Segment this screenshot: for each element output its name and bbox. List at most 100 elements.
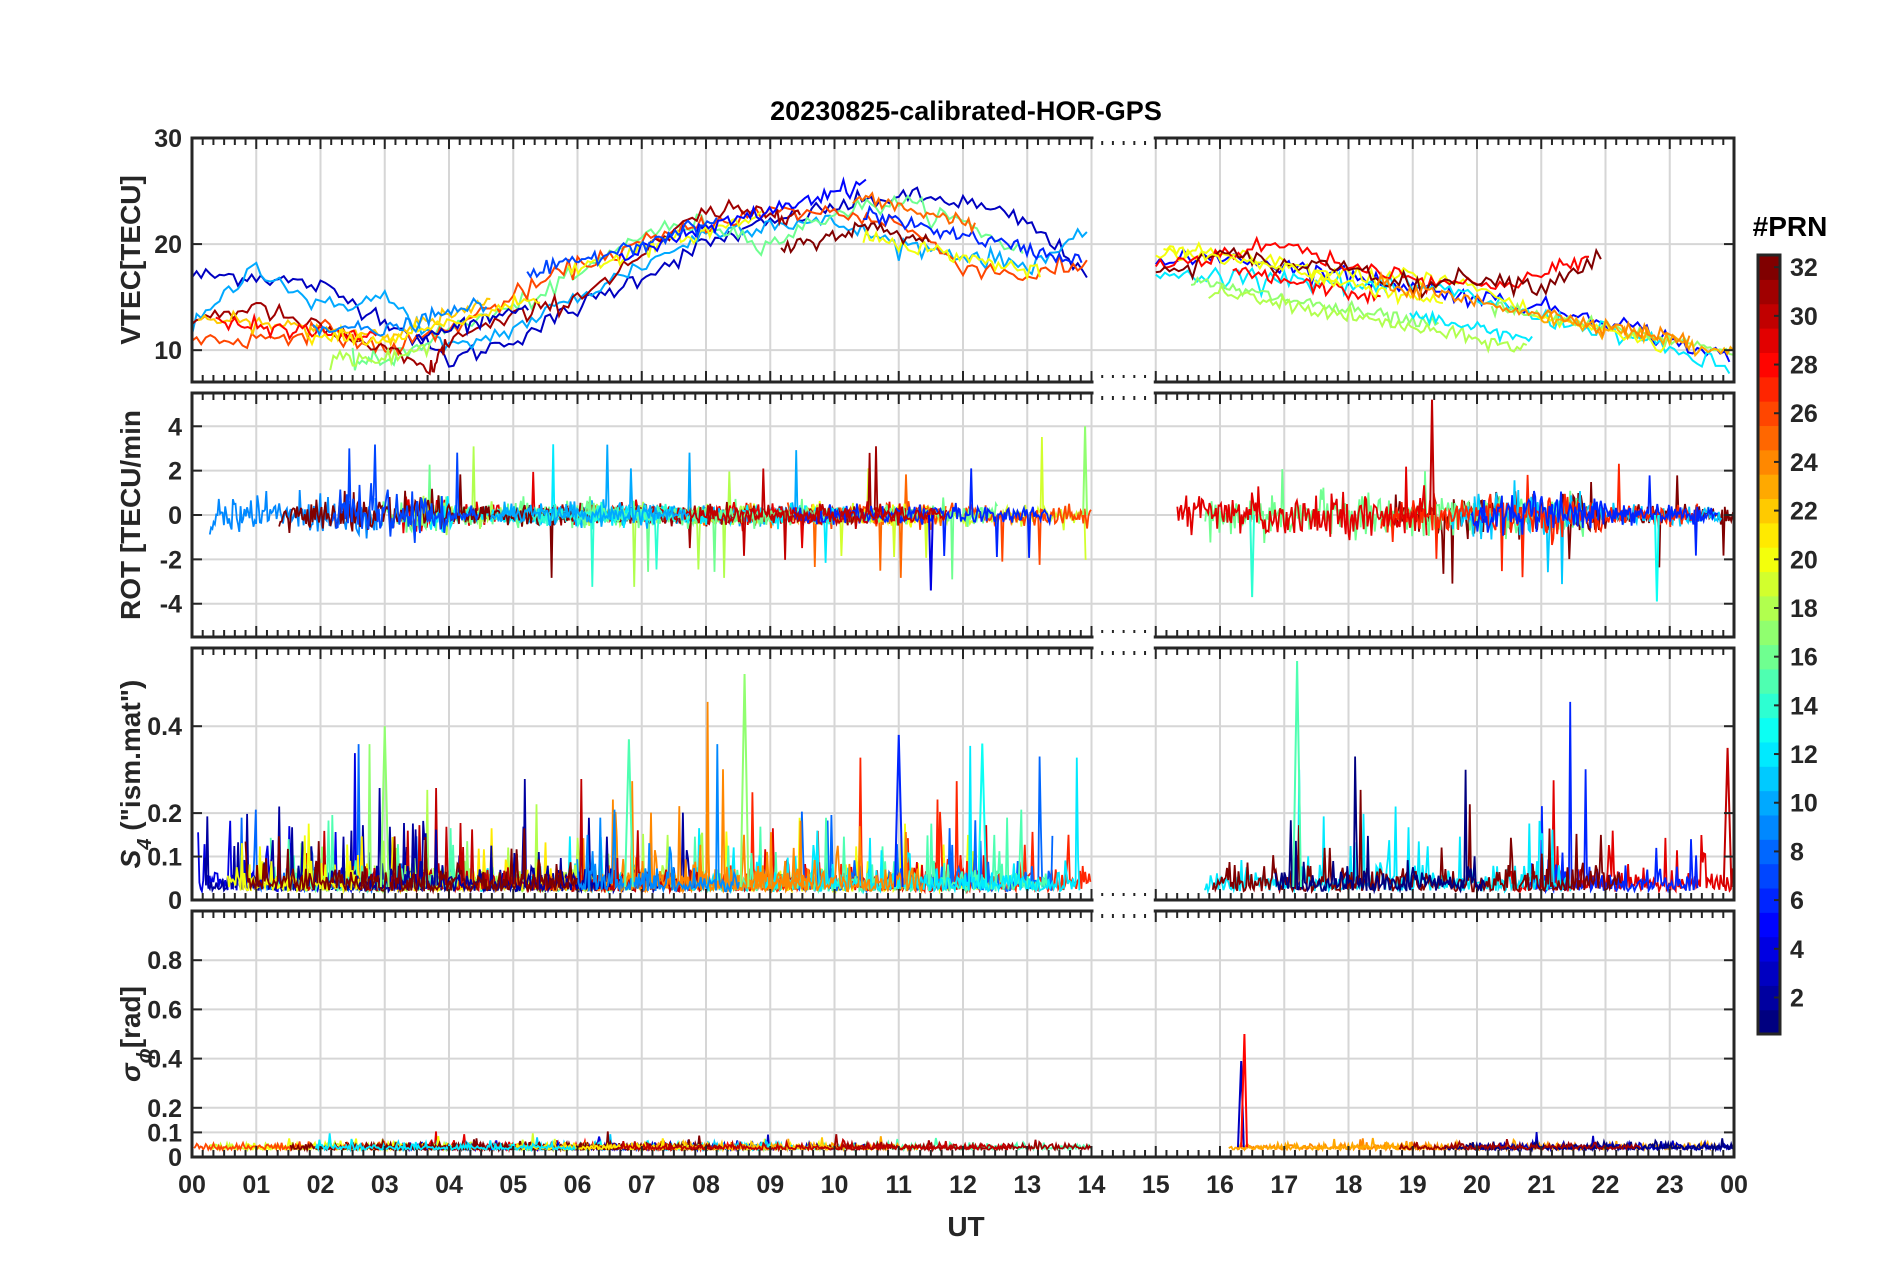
x-tick-label: 17 bbox=[1270, 1171, 1298, 1199]
sigphi-series-line bbox=[618, 1137, 1012, 1153]
vtec-series-line bbox=[852, 191, 976, 235]
y-axis-label: σϕ[rad] bbox=[115, 986, 156, 1082]
colorbar-swatch bbox=[1758, 449, 1780, 475]
colorbar-swatch bbox=[1758, 790, 1780, 816]
x-tick-label: 21 bbox=[1527, 1171, 1555, 1199]
gap-mask-top bbox=[1093, 908, 1154, 914]
colorbar-swatch bbox=[1758, 814, 1780, 840]
colorbar-swatch bbox=[1758, 1009, 1780, 1035]
gap-mask-top bbox=[1093, 645, 1154, 651]
y-tick-label: -4 bbox=[160, 591, 182, 619]
y-tick-label: -2 bbox=[160, 546, 182, 574]
colorbar-swatch bbox=[1758, 693, 1780, 719]
colorbar-swatch bbox=[1758, 303, 1780, 329]
vtec-series-line bbox=[1376, 271, 1691, 350]
vtec-series-line bbox=[526, 217, 718, 279]
rot-peak bbox=[1429, 399, 1435, 516]
colorbar-swatch bbox=[1758, 863, 1780, 889]
colorbar-tick-label: 16 bbox=[1790, 644, 1818, 672]
colorbar-swatch bbox=[1758, 668, 1780, 694]
vtec-series-line bbox=[862, 226, 1041, 281]
x-axis-label: UT bbox=[947, 1211, 984, 1242]
x-tick-label: 08 bbox=[692, 1171, 720, 1199]
vtec-series-line bbox=[1155, 266, 1731, 375]
y-tick-label: 0.1 bbox=[147, 1119, 182, 1147]
colorbar-swatch bbox=[1758, 595, 1780, 621]
colorbar-swatch bbox=[1758, 887, 1780, 913]
rot-series-line bbox=[650, 468, 948, 560]
vtec-series-line bbox=[192, 186, 1088, 368]
colorbar-swatch bbox=[1758, 328, 1780, 353]
panel-rot-series bbox=[208, 399, 1734, 602]
colorbar-tick-label: 28 bbox=[1790, 352, 1818, 380]
s4-peak bbox=[1292, 661, 1302, 887]
vtec-series-line bbox=[192, 204, 1088, 357]
y-tick-label: 0.4 bbox=[147, 1046, 182, 1074]
colorbar-swatch bbox=[1758, 839, 1780, 865]
colorbar-swatch bbox=[1758, 255, 1780, 280]
sigphi-series-line bbox=[1228, 1137, 1419, 1153]
x-tick-label: 00 bbox=[178, 1171, 206, 1199]
gap-mask-bottom bbox=[1093, 378, 1154, 386]
colorbar-tick-label: 24 bbox=[1790, 449, 1818, 477]
colorbar-tick-label: 4 bbox=[1790, 936, 1804, 964]
vtec-series-line bbox=[1232, 266, 1381, 306]
colorbar-swatch bbox=[1758, 425, 1780, 451]
colorbar-tick-label: 14 bbox=[1790, 692, 1818, 720]
colorbar-swatch bbox=[1758, 620, 1780, 646]
colorbar-swatch bbox=[1758, 960, 1780, 986]
x-tick-label: 22 bbox=[1592, 1171, 1620, 1199]
panel-vtec: 10 20 30 VTEC[TECU] bbox=[115, 125, 1736, 386]
rot-series-line bbox=[1470, 475, 1719, 556]
gap-mask-top bbox=[1093, 135, 1154, 141]
sigphi-spike bbox=[1240, 1033, 1248, 1148]
vtec-series-line bbox=[1208, 283, 1528, 354]
x-tick-label: 04 bbox=[435, 1171, 463, 1199]
x-tick-label: 03 bbox=[371, 1171, 399, 1199]
colorbar-swatch bbox=[1758, 717, 1780, 743]
x-tick-label: 23 bbox=[1656, 1171, 1684, 1199]
colorbar-tick-label: 6 bbox=[1790, 887, 1804, 915]
x-tick-label: 18 bbox=[1335, 1171, 1363, 1199]
x-tick-label: 20 bbox=[1463, 1171, 1491, 1199]
colorbar-swatch bbox=[1758, 571, 1780, 597]
s4-series-line bbox=[301, 778, 706, 895]
rot-series-line bbox=[792, 468, 1052, 558]
colorbar-swatch bbox=[1758, 401, 1780, 427]
s4-series-line bbox=[618, 701, 809, 895]
vtec-series-line bbox=[197, 297, 491, 348]
vtec-series-line bbox=[1409, 309, 1533, 344]
rot-peak bbox=[1249, 514, 1256, 598]
panel-rot: -4 -2 0 2 4 ROT [TECU/min bbox=[115, 390, 1736, 641]
sigphi-series-line bbox=[314, 1133, 576, 1153]
s4-series-line bbox=[1510, 780, 1734, 895]
colorbar-frame bbox=[1756, 253, 1782, 1036]
colorbar-tick-label: 8 bbox=[1790, 838, 1804, 866]
vtec-series-line bbox=[618, 176, 867, 262]
vtec-series-line bbox=[1540, 309, 1734, 358]
x-tick-label: 06 bbox=[564, 1171, 592, 1199]
colorbar-tick-label: 12 bbox=[1790, 741, 1818, 769]
colorbar-swatch bbox=[1758, 352, 1780, 378]
rot-series-line bbox=[1176, 466, 1428, 541]
colorbar-swatch bbox=[1758, 766, 1780, 792]
s4-peak bbox=[893, 734, 904, 887]
colorbar-tick-label: 2 bbox=[1790, 984, 1804, 1012]
y-axis-label: S4 ("ism.mat") bbox=[115, 680, 156, 869]
y-tick-label: 0.8 bbox=[147, 947, 182, 975]
x-tick-label: 14 bbox=[1078, 1171, 1106, 1199]
y-axis-label: VTEC[TECU] bbox=[115, 175, 146, 345]
y-tick-label: 2 bbox=[168, 458, 182, 486]
y-axis-label: ROT [TECU/min bbox=[115, 410, 146, 620]
panel-sigphi-series bbox=[193, 1033, 1734, 1154]
rot-series-line bbox=[490, 468, 690, 527]
s4-series-line bbox=[1211, 789, 1622, 895]
colorbar-swatch bbox=[1758, 498, 1780, 524]
rot-peak bbox=[1653, 514, 1660, 602]
colorbar-swatch bbox=[1758, 644, 1780, 670]
colorbar-swatch bbox=[1758, 741, 1780, 767]
y-tick-label: 0.6 bbox=[147, 996, 182, 1024]
rot-peak bbox=[927, 514, 934, 591]
colorbar-swatch bbox=[1758, 474, 1780, 500]
